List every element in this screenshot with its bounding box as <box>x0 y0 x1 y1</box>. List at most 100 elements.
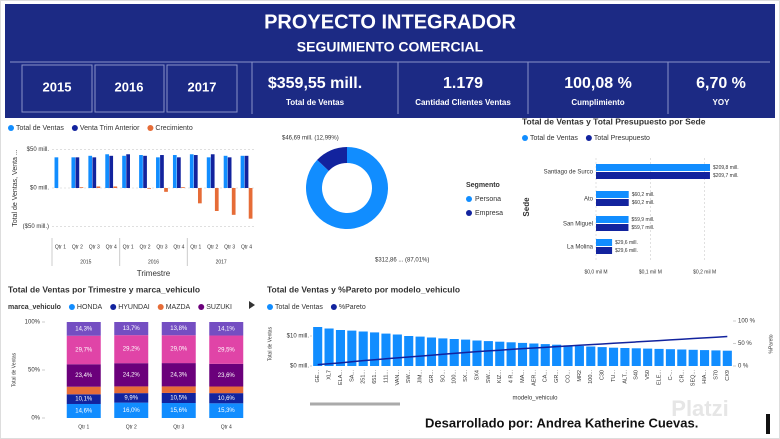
value-label: 24,2% <box>123 372 141 378</box>
year-label[interactable]: 2016 <box>115 79 144 94</box>
bar-segment <box>114 393 149 403</box>
bar <box>54 157 59 188</box>
legend-label: Empresa <box>475 210 503 217</box>
x-axis-title: modelo_vehiculo <box>512 396 558 402</box>
bar <box>231 188 236 215</box>
bar <box>596 164 711 171</box>
bar-segment <box>66 322 101 336</box>
title: PROYECTO INTEGRADOR <box>264 11 516 33</box>
legend-label: Total de Ventas <box>275 304 323 311</box>
year-button[interactable] <box>21 64 93 113</box>
x-tick-label: Qtr 2 <box>207 244 218 250</box>
year-label[interactable]: 2017 <box>188 79 217 94</box>
value-label: $29,6 mill. <box>615 248 638 254</box>
legend-title: marca_vehiculo <box>8 304 61 311</box>
bar <box>392 334 402 366</box>
value-label: 13,8% <box>170 326 188 332</box>
x-tick-label: KIZ... <box>497 370 503 384</box>
y2-axis-title: %Pareto <box>768 334 774 353</box>
x-tick-label: 111... <box>383 370 389 383</box>
y-tick-label: $10 mill. <box>287 334 310 340</box>
x-tick-label: Qtr 3 <box>173 424 184 430</box>
x-tick-label: MA... <box>520 370 526 383</box>
x-tick-label: C30 <box>600 370 606 380</box>
value-label: 24,3% <box>170 372 188 378</box>
x-tick-label: GR... <box>554 370 560 383</box>
value-label: 14,1% <box>218 326 236 332</box>
x-tick-label: C-... <box>668 370 674 381</box>
value-label: 29,0% <box>170 347 188 353</box>
bar <box>193 155 198 188</box>
bar <box>596 191 629 198</box>
kpi-value: 100,08 % <box>564 75 632 92</box>
value-label: 10,5% <box>170 396 188 402</box>
x-tick-label: 100... <box>452 370 458 384</box>
bar <box>105 154 110 188</box>
x-tick-label: 651... <box>372 370 378 384</box>
x-tick-label: XL7 <box>327 370 333 380</box>
legend-swatch <box>585 135 592 141</box>
value-label: 15,3% <box>218 408 236 414</box>
kpi-dividers <box>10 61 770 114</box>
bar-segment <box>209 335 244 364</box>
bar-segment <box>209 363 244 387</box>
x-tick-label: CO... <box>565 370 571 383</box>
bar-segment <box>66 386 101 395</box>
drill-arrow[interactable] <box>249 301 255 309</box>
chart-title: Total de Ventas por Trimestre y marca_ve… <box>8 284 200 294</box>
bar <box>197 188 202 204</box>
x-tick-label: SEQ... <box>691 370 697 387</box>
bar <box>172 155 177 188</box>
legend-swatch <box>198 304 205 310</box>
bar <box>248 188 253 219</box>
bar <box>177 157 181 188</box>
slice-label: $312,86 ... (87,01%) <box>375 258 429 264</box>
value-label: 16,0% <box>123 408 141 414</box>
bar <box>608 347 619 366</box>
x-tick-label: ALT... <box>622 370 628 384</box>
bar-segment <box>161 403 196 418</box>
bar <box>665 349 675 366</box>
y-tick-label: Ato <box>584 197 594 203</box>
value-label: 29,5% <box>218 347 236 353</box>
year-button[interactable] <box>166 64 238 113</box>
bar <box>677 349 687 366</box>
value-label: 14,6% <box>75 409 93 415</box>
value-label: 29,7% <box>75 348 93 354</box>
bar-segment <box>114 402 149 418</box>
y-tick-label: La Molina <box>567 245 594 251</box>
bar <box>181 187 185 188</box>
value-label: 13,7% <box>123 326 141 332</box>
x-tick-label: Qtr 1 <box>55 244 66 250</box>
x-tick-label: Qtr 1 <box>123 244 134 250</box>
bar <box>92 157 97 188</box>
bar <box>563 345 573 366</box>
slice-label: $46,69 mill. (12,99%) <box>282 136 339 142</box>
bar-segment <box>209 386 244 394</box>
bar <box>597 347 607 366</box>
x-group-label: 2016 <box>148 259 159 265</box>
x-tick-label: SX... <box>463 370 469 382</box>
donut-slice <box>317 147 347 171</box>
year-button[interactable] <box>94 64 165 113</box>
value-label: $59,9 mill. <box>632 217 655 223</box>
legend-label: Total de Ventas <box>16 125 64 132</box>
y-tick-label: 50% <box>28 368 41 374</box>
legend-swatch <box>71 125 78 131</box>
bar <box>552 344 562 366</box>
value-label: 23,6% <box>218 373 236 379</box>
x-tick-label: V50 <box>645 370 651 380</box>
x-tick-label: Qtr 3 <box>156 244 167 250</box>
legend-swatch <box>157 304 164 310</box>
bar <box>79 187 84 188</box>
x-tick-label: S40 <box>634 370 640 380</box>
y-axis-title: Total de Ventas <box>11 352 17 387</box>
bar <box>506 342 516 366</box>
legend-label: MAZDA <box>166 304 191 311</box>
x-tick-label: Qtr 4 <box>106 244 117 250</box>
bar <box>143 155 147 188</box>
legend-swatch <box>466 196 472 202</box>
legend-label: Persona <box>475 196 501 203</box>
year-label[interactable]: 2015 <box>43 79 72 94</box>
x-tick-label: CA... <box>543 370 549 383</box>
